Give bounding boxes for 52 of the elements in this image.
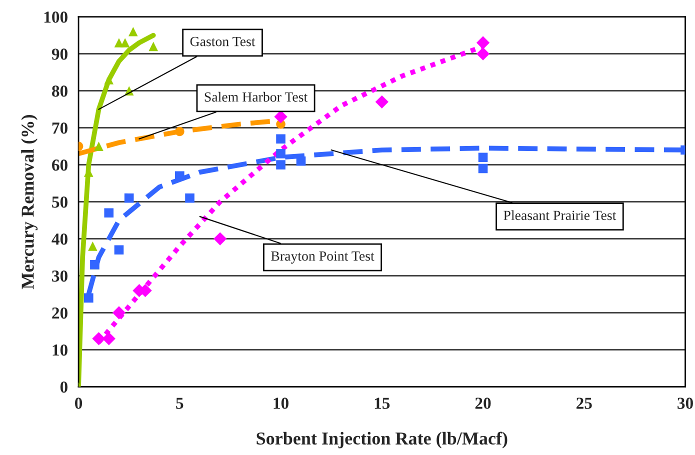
x-tick-label: 0 xyxy=(75,398,82,409)
point xyxy=(296,156,306,166)
x-tick-label: 5 xyxy=(176,398,184,409)
x-axis-title: Sorbent Injection Rate (lb/Macf) xyxy=(256,432,508,448)
point xyxy=(476,47,490,60)
point xyxy=(104,75,114,84)
annotation: Pleasant Prairie Test xyxy=(504,210,616,220)
y-axis-title: Mercury Removal (%) xyxy=(21,115,38,290)
x-tick-label: 20 xyxy=(475,398,491,409)
point xyxy=(276,149,286,158)
annotation: Salem Harbor Test xyxy=(204,92,308,102)
point xyxy=(84,293,94,303)
point xyxy=(148,42,158,52)
y-tick-label: 100 xyxy=(44,12,68,23)
point xyxy=(102,332,116,346)
annotation: Gaston Test xyxy=(190,36,256,46)
annotation: Brayton Point Test xyxy=(271,251,374,264)
point xyxy=(478,152,488,162)
point xyxy=(276,160,286,170)
y-tick-label: 20 xyxy=(52,307,68,319)
point xyxy=(114,245,124,255)
point xyxy=(476,36,490,50)
y-tick-label: 50 xyxy=(52,196,68,208)
x-tick-label: 15 xyxy=(374,398,390,409)
point xyxy=(104,208,114,218)
y-tick-label: 70 xyxy=(52,122,68,134)
x-tick-label: 10 xyxy=(274,398,288,409)
point xyxy=(214,232,227,246)
point xyxy=(276,134,286,144)
point xyxy=(185,193,194,203)
point xyxy=(124,193,134,203)
point xyxy=(128,26,138,36)
y-tick-label: 40 xyxy=(52,233,68,245)
point xyxy=(92,332,106,346)
y-tick-label: 60 xyxy=(52,160,68,171)
y-tick-label: 30 xyxy=(52,270,68,282)
x-tick-label: 30 xyxy=(678,398,693,409)
y-tick-label: 10 xyxy=(52,344,68,356)
y-tick-label: 80 xyxy=(52,86,68,97)
x-tick-label: 25 xyxy=(576,398,592,409)
point xyxy=(175,171,184,181)
point xyxy=(112,306,126,320)
point xyxy=(88,242,98,251)
point xyxy=(375,95,388,109)
point xyxy=(175,126,184,136)
point xyxy=(274,110,288,124)
point xyxy=(120,38,130,48)
point xyxy=(94,142,104,151)
line-series xyxy=(78,32,156,387)
y-tick-label: 0 xyxy=(60,381,68,393)
point xyxy=(478,164,488,174)
y-tick-label: 90 xyxy=(52,48,68,60)
